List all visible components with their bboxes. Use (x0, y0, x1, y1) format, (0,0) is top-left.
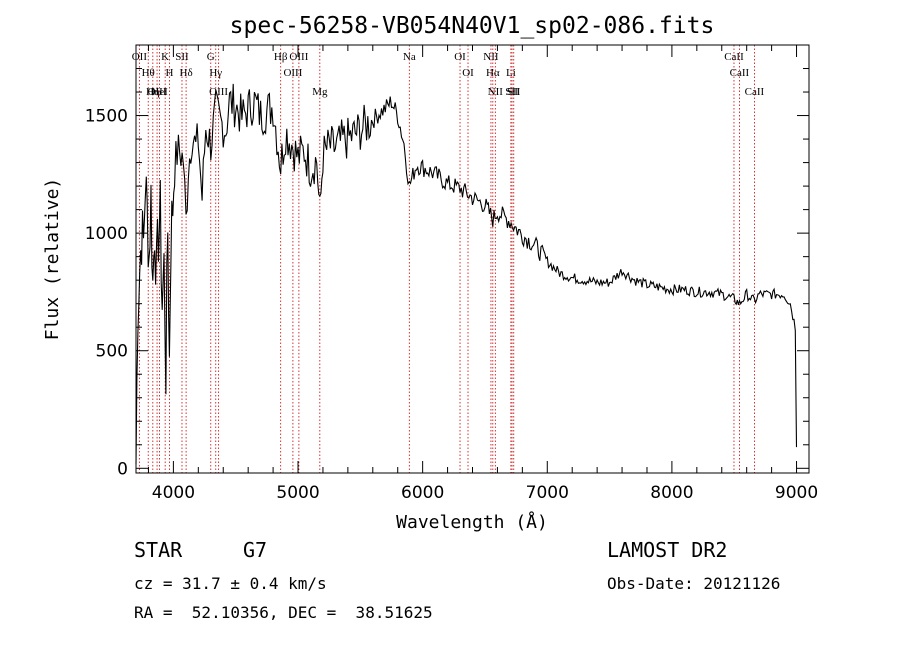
line-marker-label: SII (505, 86, 519, 98)
line-marker-label: OIII (289, 51, 308, 63)
y-tick-label: 1500 (85, 107, 128, 127)
line-marker-label: K (161, 51, 169, 63)
x-tick-label: 6000 (401, 483, 444, 503)
spectrum-line (135, 83, 798, 465)
line-marker-label: CaII (724, 51, 744, 63)
x-tick-label: 9000 (775, 483, 818, 503)
observation-date: Obs-Date: 20121126 (607, 574, 781, 593)
line-marker-label: HeI (151, 86, 168, 98)
line-marker-label: Hη (146, 86, 160, 98)
line-marker-label: Hα (486, 67, 500, 79)
line-marker-label: NII (488, 86, 504, 98)
line-marker-label: NII (483, 51, 499, 63)
line-marker-label: Hδ (180, 67, 193, 79)
line-marker-label: SII (175, 51, 189, 63)
y-tick-label: 0 (117, 459, 128, 479)
line-marker-label: OIII (148, 86, 167, 98)
object-class: STAR (134, 538, 183, 562)
line-marker-label: CaII (745, 86, 765, 98)
line-marker-label: SII (507, 86, 521, 98)
line-marker-label: OI (462, 67, 474, 79)
line-marker-label: Hθ (142, 67, 155, 79)
line-marker-label-group: OIIHθHηOIIIHeIKHSIIHδGHγOIIIHβOIIIOIIIMg… (132, 51, 765, 98)
line-marker-label: Na (403, 51, 416, 63)
object-subclass: G7 (243, 538, 268, 562)
line-marker-label: OI (454, 51, 466, 63)
line-marker-label: OIII (283, 67, 302, 79)
line-marker-label: Mg (312, 86, 328, 98)
y-tick-label: 1000 (85, 224, 128, 244)
x-axis-label: Wavelength (Å) (396, 511, 548, 533)
line-marker-label: OIII (209, 86, 228, 98)
line-marker-group (138, 45, 755, 473)
line-marker-label: CaII (730, 67, 750, 79)
x-tick-label: 8000 (650, 483, 693, 503)
line-marker-label: Hβ (274, 51, 288, 63)
line-marker-label: H (166, 67, 174, 79)
chart-title: spec-56258-VB054N40V1_sp02-086.fits (230, 13, 715, 39)
line-marker-label: OII (132, 51, 148, 63)
plot-frame (135, 44, 810, 474)
x-tick-label: 5000 (276, 483, 319, 503)
y-tick-label: 500 (96, 342, 128, 362)
survey-label: LAMOST DR2 (607, 538, 728, 562)
line-marker-label: Li (506, 67, 516, 79)
x-tick-label: 4000 (152, 483, 195, 503)
redshift-velocity: cz = 31.7 ± 0.4 km/s (134, 574, 327, 593)
line-marker-label: Hγ (209, 67, 222, 79)
x-tick-label: 7000 (526, 483, 569, 503)
coordinates: RA = 52.10356, DEC = 38.51625 (134, 603, 433, 622)
y-axis-label: Flux (relative) (42, 178, 63, 341)
line-marker-label: G (207, 51, 215, 63)
axis-ticks: 4000 5000 6000 7000 8000 9000 0 500 1000 1500 (85, 45, 818, 503)
